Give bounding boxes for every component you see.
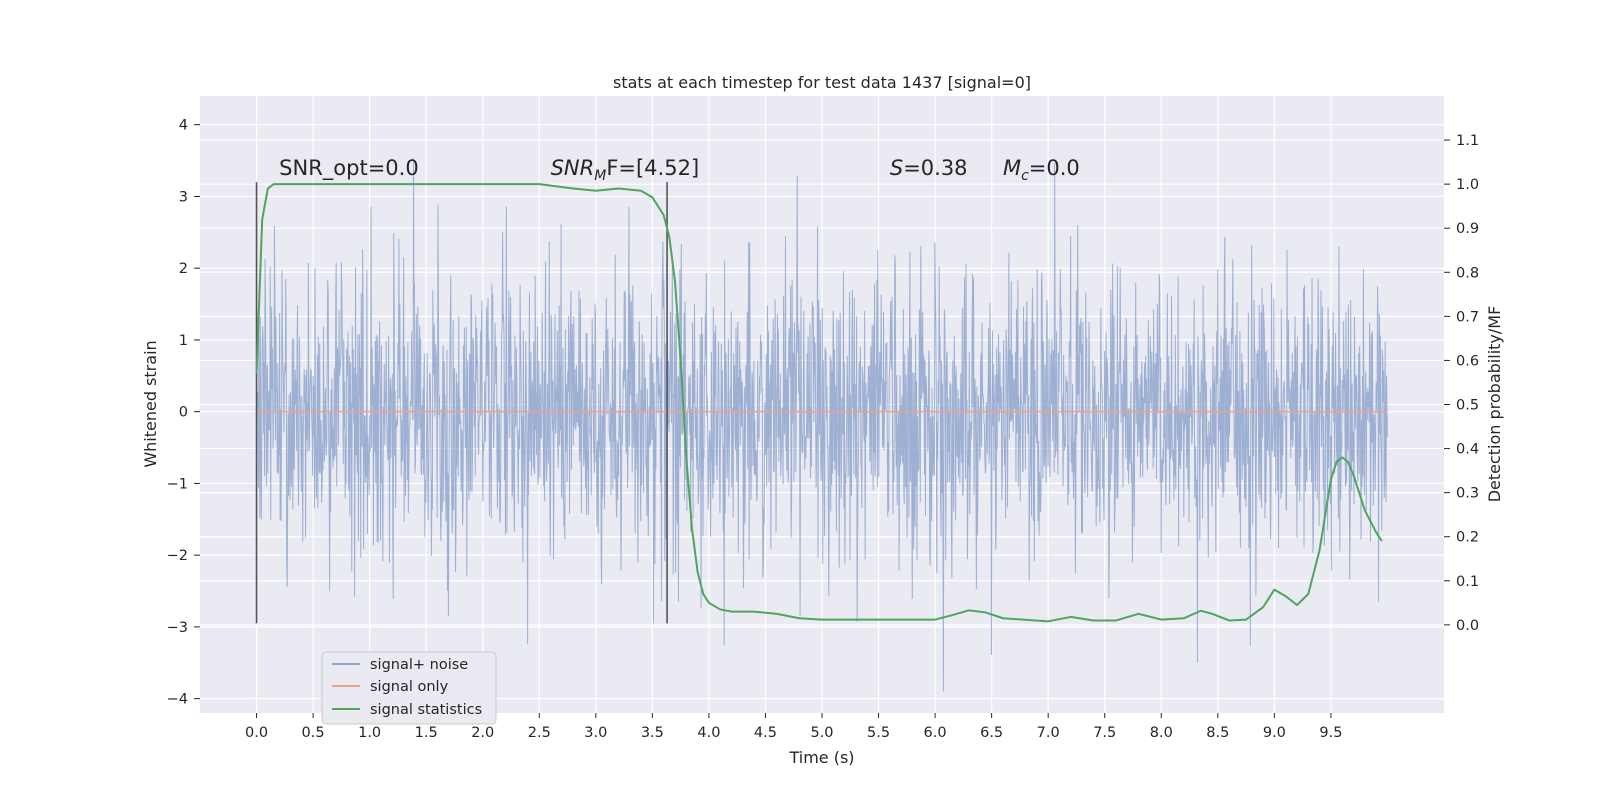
x-tick-label: 8.0 [1150, 725, 1173, 741]
x-tick-label: 1.5 [415, 725, 438, 741]
y2-tick-label: 0.0 [1456, 618, 1479, 634]
noise-line [256, 157, 1388, 692]
x-tick-label: 3.5 [641, 725, 664, 741]
y-tick-label: 0 [179, 405, 188, 421]
x-tick-label: 0.0 [245, 725, 268, 741]
y2-tick-label: 0.4 [1456, 442, 1479, 458]
y2-tick-label: 0.7 [1456, 309, 1479, 325]
y-tick-label: −1 [167, 476, 188, 492]
series-signal-statistics [255, 183, 1383, 623]
y-tick-label: 4 [179, 118, 188, 134]
series-signal-noise [256, 157, 1388, 692]
x-tick-label: 6.5 [980, 725, 1003, 741]
x-tick-labels: 0.0 0.5 1.0 1.5 2.0 2.5 3.0 3.5 4.0 4.5 5.0 5.5 6.0 6… [245, 713, 1342, 741]
y2-tick-labels: 1.1 1.0 0.9 0.8 0.7 0.6 0.5 0.4 0.3 0.2 0.1 0.0 [1444, 133, 1479, 634]
x-tick-label: 2.0 [471, 725, 494, 741]
x-axis-label: Time (s) [788, 748, 854, 767]
x-tick-label: 7.5 [1093, 725, 1116, 741]
y-tick-label: 1 [179, 333, 188, 349]
y-axis-label: Whitened strain [141, 340, 160, 467]
x-tick-label: 9.0 [1263, 725, 1286, 741]
x-tick-label: 5.5 [867, 725, 890, 741]
y2-tick-label: 0.6 [1456, 353, 1479, 369]
y2-tick-label: 1.1 [1456, 133, 1479, 149]
x-tick-label: 1.0 [358, 725, 381, 741]
x-tick-label: 5.0 [810, 725, 833, 741]
annotation-label: Mc=0.0 [1003, 156, 1080, 184]
x-tick-label: 4.5 [754, 725, 777, 741]
y2-tick-label: 0.1 [1456, 574, 1479, 590]
annotations: SNR_opt=0.0 SNRMF=[4.52] S=0.38 Mc=0.0 [279, 156, 1080, 184]
y2-tick-label: 0.8 [1456, 265, 1479, 281]
y2-axis-label: Detection probability/MF [1485, 306, 1504, 503]
y2-tick-label: 0.3 [1456, 486, 1479, 502]
signal-statistics-line [255, 183, 1383, 623]
y-tick-labels: 4 3 2 1 0 −1 −2 −3 −4 [167, 118, 200, 708]
vertical-markers [255, 182, 668, 624]
x-tick-label: 6.0 [924, 725, 947, 741]
x-tick-label: 3.0 [584, 725, 607, 741]
y2-tick-label: 0.9 [1456, 221, 1479, 237]
y-tick-label: 2 [179, 261, 188, 277]
y2-tick-label: 1.0 [1456, 177, 1479, 193]
x-tick-label: 9.5 [1319, 725, 1342, 741]
x-tick-label: 7.0 [1037, 725, 1060, 741]
legend: signal+ noise signal only signal statist… [321, 651, 497, 725]
legend-label-signal-noise: signal+ noise [370, 657, 468, 673]
legend-label-signal-statistics: signal statistics [370, 702, 482, 718]
chart-title: stats at each timestep for test data 143… [613, 73, 1031, 92]
legend-box [321, 651, 497, 725]
y-tick-label: −2 [167, 548, 188, 564]
y2-tick-label: 0.2 [1456, 530, 1479, 546]
y2-tick-label: 0.5 [1456, 398, 1479, 414]
legend-label-signal-only: signal only [370, 679, 449, 695]
annotation-label: SNR_opt=0.0 [279, 156, 419, 181]
y-tick-label: 3 [179, 189, 188, 205]
annotation-label: SNRMF=[4.52] [551, 156, 700, 184]
y-tick-label: −3 [167, 620, 188, 636]
x-tick-label: 4.0 [697, 725, 720, 741]
y-tick-label: −4 [167, 692, 188, 708]
x-tick-label: 0.5 [302, 725, 325, 741]
annotation-label: S=0.38 [890, 156, 968, 180]
x-tick-label: 8.5 [1206, 725, 1229, 741]
x-tick-label: 2.5 [528, 725, 551, 741]
